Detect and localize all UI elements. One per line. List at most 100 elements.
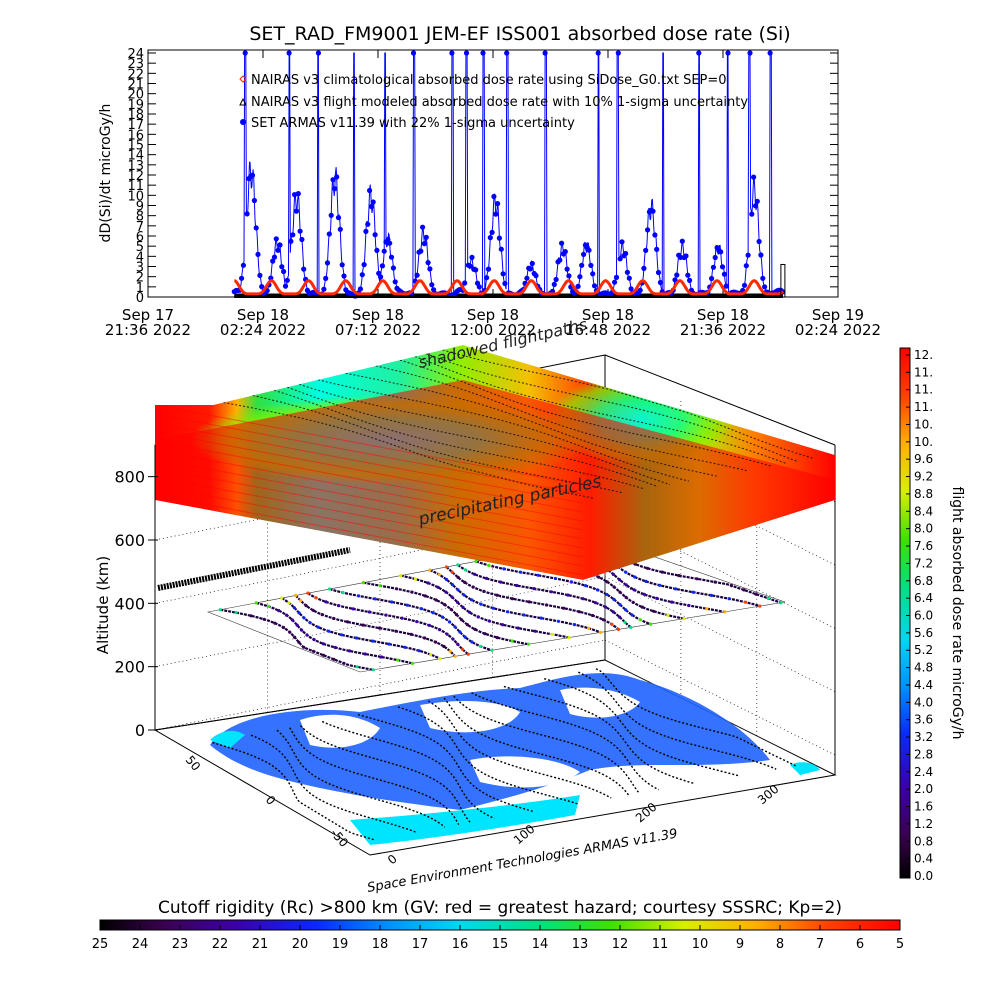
shadowed-track-line	[317, 379, 689, 482]
flight-dose-sample	[633, 575, 637, 579]
flight-dose-sample	[598, 630, 603, 635]
flight-dose-sample	[463, 568, 467, 572]
rc-colorbar-tick-label: 12	[612, 937, 629, 952]
series-set-armas-point	[579, 262, 585, 268]
top-y-tick-label: 21	[127, 78, 144, 93]
dose-colorbar-tick-label: 2.4	[914, 765, 933, 779]
flight-dose-sample	[461, 605, 465, 610]
flight-dose-sample	[729, 584, 734, 588]
legend-marker-nairas-flight	[239, 97, 247, 106]
series-set-armas-point	[687, 277, 693, 283]
top-y-tick-label: 22	[127, 67, 144, 82]
flight-dose-sample	[320, 613, 324, 617]
series-set-armas-point	[273, 236, 279, 242]
flight-dose-sample	[440, 615, 445, 619]
flight-dose-sample	[482, 589, 486, 594]
flight-dose-sample	[308, 621, 312, 625]
top-x-tick-label-time: 02:24 2022	[795, 321, 881, 339]
series-set-armas-point	[429, 282, 435, 288]
altitude-3d-scene: shadowed flightpaths precipitating parti…	[94, 315, 837, 896]
flight-dose-sample	[597, 575, 601, 579]
flight-dose-sample	[490, 648, 494, 652]
rc-colorbar-tick-label: 18	[372, 937, 389, 952]
legend-label-nairas-flight: NAIRAS v3 flight modeled absorbed dose r…	[251, 95, 748, 110]
series-set-armas-point	[743, 263, 749, 269]
series-set-armas-point	[529, 260, 535, 267]
series-set-armas-point	[657, 279, 664, 286]
flight-dose-sample	[502, 567, 506, 571]
flight-dose-sample	[347, 649, 351, 653]
series-set-armas-point	[431, 287, 437, 293]
legend-label-nairas-climatological: NAIRAS v3 climatological absorbed dose r…	[251, 73, 727, 88]
shadowed-track-line	[414, 356, 787, 465]
world-map	[210, 673, 820, 845]
shadowed-track-line	[287, 386, 659, 488]
top-y-tick-label: 19	[127, 98, 144, 113]
flight-dose-sample	[454, 613, 459, 617]
rc-slab-layer-line	[155, 431, 584, 513]
cutoff-rigidity-colorbar: Cutoff rigidity (Rc) >800 km (GV: red = …	[92, 898, 904, 952]
rc-colorbar-tick-label: 9	[736, 937, 744, 952]
flight-dose-sample	[510, 639, 514, 643]
series-set-armas-point	[654, 246, 660, 252]
flight-dose-sample	[449, 607, 453, 612]
flight-dose-sample	[403, 645, 407, 649]
flight-dose-sample	[316, 625, 320, 629]
dose-colorbar-tick-label: 11.	[914, 400, 933, 414]
series-set-armas-point	[613, 274, 620, 280]
flight-dose-sample	[723, 610, 727, 614]
flight-dose-sample	[495, 593, 499, 597]
series-set-armas-point	[277, 242, 283, 248]
flight-dose-sample	[453, 625, 457, 629]
flight-dose-sample	[249, 614, 253, 618]
flight-dose-sample	[545, 603, 549, 607]
series-set-armas-point	[253, 225, 259, 231]
dose-colorbar-tick-label: 2.0	[914, 782, 933, 796]
top-chart-title: SET_RAD_FM9001 JEM-EF ISS001 absorbed do…	[249, 23, 790, 45]
series-set-armas-point	[242, 50, 248, 56]
altitude-tick-label: 800	[114, 468, 145, 487]
dose-colorbar-tick-label: 1.2	[914, 817, 933, 831]
flight-dose-sample	[674, 587, 678, 591]
dose-colorbar-ticks: 0.0 0.4 0.8 1.2 1.6 2.0 2.4 2.8 3.2 3.6 4.0 4.4 4.8 5…	[906, 348, 933, 883]
top-x-tick-label-time: 21:36 2022	[105, 321, 191, 339]
series-set-armas-point	[559, 240, 565, 246]
shadowed-track-line	[274, 389, 645, 490]
flight-dose-sample	[642, 592, 646, 596]
top-chart-legend: NAIRAS v3 climatological absorbed dose r…	[239, 73, 748, 131]
flight-dose-sample	[624, 583, 628, 587]
series-set-armas-point	[378, 274, 384, 280]
series-set-armas-point	[557, 257, 563, 263]
legend-label-set-armas: SET ARMAS v11.39 with 22% 1-sigma uncert…	[251, 116, 575, 131]
flight-dose-sample	[395, 587, 399, 591]
flight-dose-sample	[526, 642, 531, 646]
series-set-armas-point	[388, 254, 395, 260]
series-set-armas-point	[270, 258, 276, 264]
flight-dose-sample	[455, 600, 460, 604]
series-set-armas-point	[286, 50, 292, 56]
grid-line-back	[154, 449, 606, 541]
flight-dose-sample	[427, 623, 431, 628]
flight-dose-sample	[744, 600, 748, 604]
flight-dose-sample	[409, 632, 413, 637]
series-set-armas-point	[719, 264, 726, 270]
flight-dose-sample	[522, 613, 526, 617]
flight-track-dose-colored	[218, 537, 783, 672]
dose-colorbar-tick-label: 12.	[914, 348, 933, 362]
series-set-armas-point	[709, 275, 715, 282]
dose-colorbar-tick-label: 9.2	[914, 470, 933, 484]
series-set-armas-point	[335, 215, 342, 221]
series-set-armas-point	[379, 263, 385, 269]
flight-track-line	[256, 601, 413, 665]
flight-dose-sample	[436, 585, 440, 589]
rc-slab-layer-line	[155, 413, 584, 495]
flight-dose-sample	[342, 661, 346, 665]
dose-colorbar-tick-label: 4.0	[914, 695, 933, 709]
rc-colorbar-tick-label: 8	[776, 937, 784, 952]
series-set-armas-point	[387, 240, 393, 246]
ground-track-line	[595, 668, 796, 767]
flight-dose-sample	[474, 559, 478, 564]
flight-dose-sample	[304, 604, 308, 608]
series-set-armas-point	[295, 191, 301, 197]
